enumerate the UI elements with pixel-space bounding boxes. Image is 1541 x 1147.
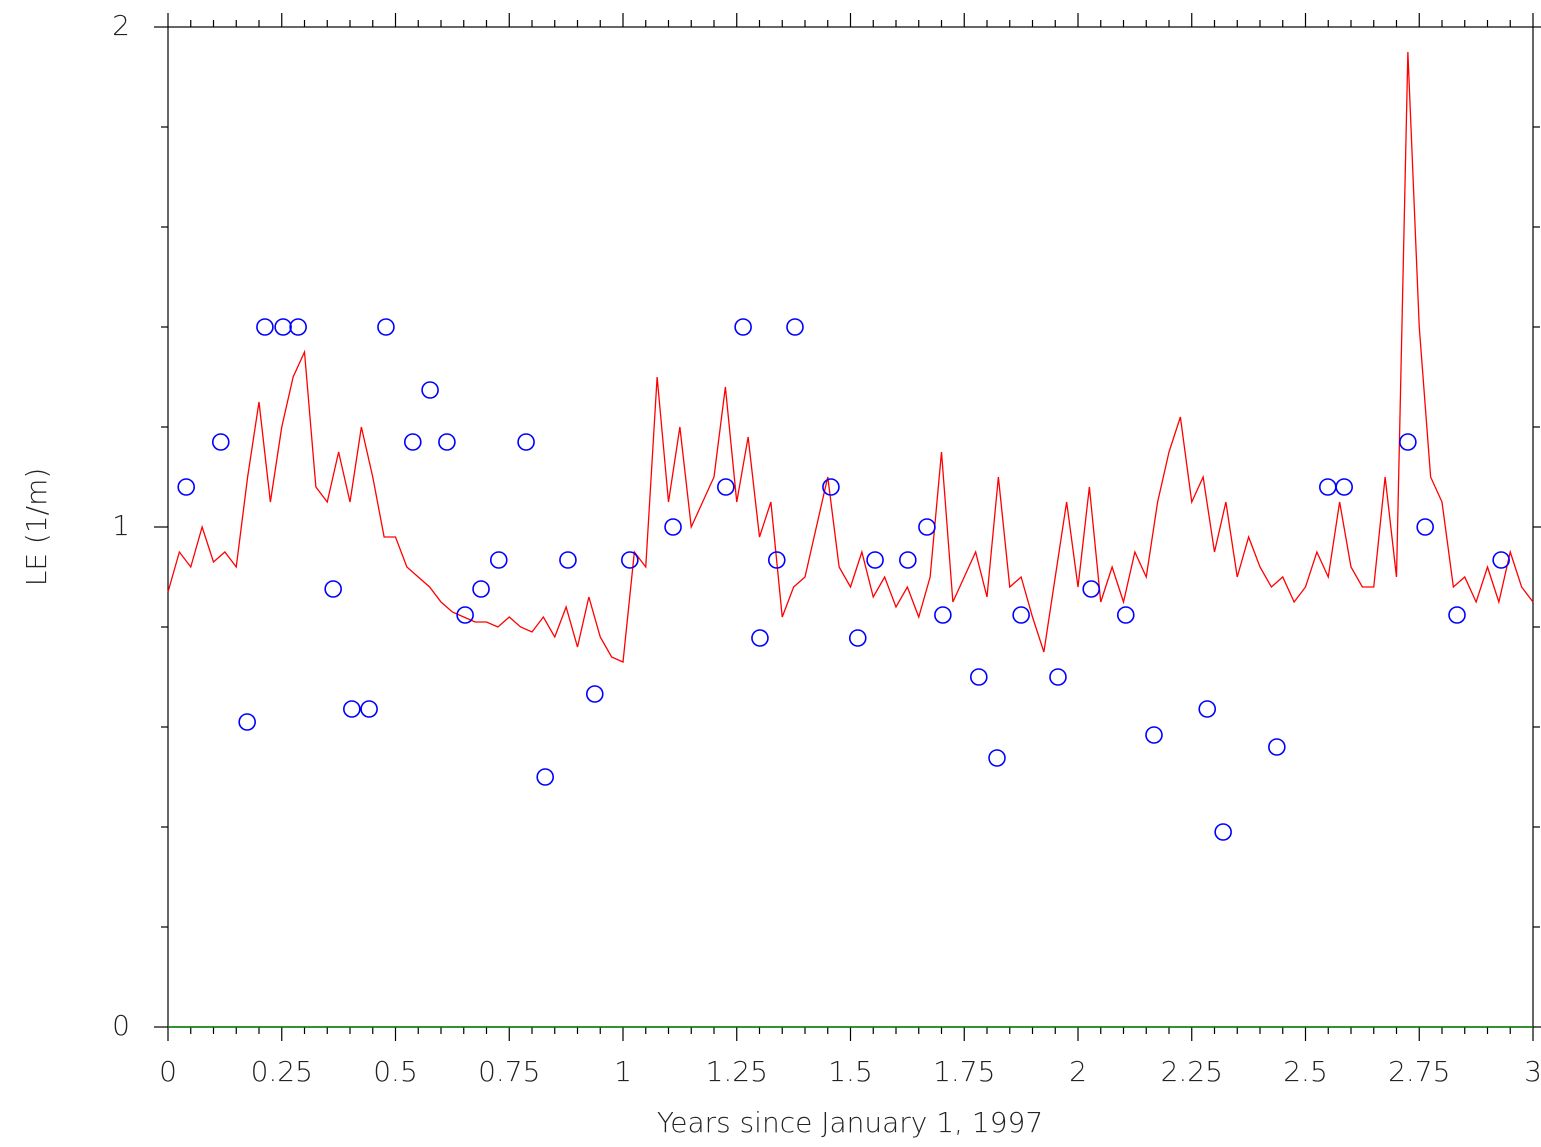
data-point: [934, 606, 952, 624]
x-tick-label: 2: [1069, 1055, 1087, 1088]
data-point: [289, 318, 307, 336]
data-point: [1399, 433, 1417, 451]
data-point: [472, 580, 490, 598]
data-point: [211, 433, 230, 451]
x-tick-label: 1.5: [828, 1055, 873, 1088]
y-tick-label: 2: [112, 9, 130, 42]
data-point: [918, 518, 936, 536]
data-point: [1448, 606, 1466, 624]
data-point: [559, 551, 577, 569]
data-point: [403, 433, 422, 451]
data-point: [536, 768, 554, 786]
data-point: [734, 318, 752, 336]
y-tick-label: 0: [112, 1009, 130, 1042]
data-point: [970, 668, 988, 686]
data-point: [421, 381, 439, 399]
data-point: [1318, 478, 1337, 496]
data-point: [360, 700, 378, 718]
x-tick-label: 1: [614, 1055, 632, 1088]
x-tick-label: 0: [159, 1055, 177, 1088]
plot-frame: [167, 26, 1534, 1028]
data-point: [1049, 668, 1067, 686]
data-point: [1335, 478, 1353, 496]
data-point: [988, 749, 1006, 767]
data-point: [585, 685, 604, 703]
data-point: [256, 318, 274, 336]
x-tick-label: 2.25: [1161, 1055, 1223, 1088]
data-line: [167, 51, 1534, 663]
x-tick-label: 2.5: [1283, 1055, 1328, 1088]
data-point: [866, 551, 884, 569]
data-point: [238, 713, 256, 731]
x-tick-label: 0.25: [251, 1055, 313, 1088]
data-point: [1492, 551, 1510, 569]
data-point: [177, 478, 195, 496]
x-tick-label: 2.75: [1388, 1055, 1450, 1088]
x-tick-label: 1.25: [706, 1055, 768, 1088]
data-point: [377, 318, 395, 336]
x-axis-label: Years since January 1, 1997: [657, 1106, 1043, 1139]
data-point: [456, 606, 474, 624]
data-point: [786, 318, 804, 336]
data-point: [1214, 823, 1232, 841]
data-point: [751, 629, 769, 647]
data-point: [664, 518, 682, 536]
data-point: [517, 433, 535, 451]
y-tick-label: 1: [112, 509, 130, 542]
y-axis-label: LE (1/m): [20, 468, 53, 587]
data-point: [438, 433, 456, 451]
data-point: [1416, 518, 1434, 536]
data-point: [1116, 606, 1135, 624]
data-point: [1012, 606, 1030, 624]
data-point: [324, 580, 342, 598]
x-tick-label: 1.75: [933, 1055, 995, 1088]
data-point: [767, 551, 786, 569]
data-point: [717, 478, 735, 496]
data-point: [1082, 580, 1100, 598]
data-point: [848, 629, 867, 647]
data-point: [822, 478, 840, 496]
data-point: [1198, 700, 1217, 718]
data-point: [489, 551, 508, 569]
x-tick-label: 3: [1524, 1055, 1541, 1088]
data-point: [1145, 726, 1163, 744]
data-point: [621, 551, 639, 569]
x-tick-label: 0.75: [478, 1055, 540, 1088]
x-tick-label: 0.5: [373, 1055, 418, 1088]
data-point: [1268, 738, 1286, 756]
data-point: [899, 551, 917, 569]
data-point: [274, 318, 292, 336]
data-point: [343, 700, 361, 718]
